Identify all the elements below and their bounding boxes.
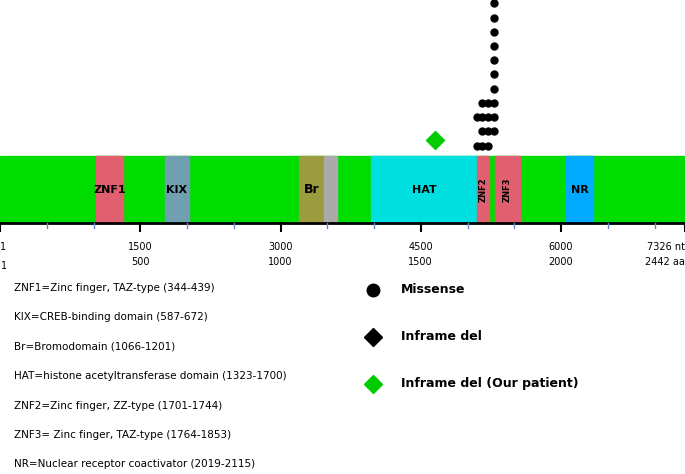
Text: ZNF2=Zinc finger, ZZ-type (1701-1744): ZNF2=Zinc finger, ZZ-type (1701-1744) (14, 401, 222, 410)
Text: HAT=histone acetyltransferase domain (1323-1700): HAT=histone acetyltransferase domain (13… (14, 371, 286, 381)
Text: 1500: 1500 (128, 242, 153, 252)
Text: KIX=CREB-binding domain (587-672): KIX=CREB-binding domain (587-672) (14, 312, 208, 322)
Text: 500: 500 (131, 257, 149, 267)
Bar (164, 156, 188, 223)
Text: 3000: 3000 (269, 242, 292, 252)
Text: 2442 aa: 2442 aa (645, 257, 685, 267)
Text: Br=Bromodomain (1066-1201): Br=Bromodomain (1066-1201) (14, 342, 175, 352)
Text: ZNF1=Zinc finger, TAZ-type (344-439): ZNF1=Zinc finger, TAZ-type (344-439) (14, 283, 214, 293)
Bar (0, 156, 685, 223)
Text: 2000: 2000 (549, 257, 573, 267)
Text: 4500: 4500 (408, 242, 433, 252)
Text: Inframe del: Inframe del (401, 330, 482, 343)
Bar (97, 156, 123, 223)
Text: HAT: HAT (412, 184, 436, 195)
Bar (299, 156, 324, 223)
Text: ZNF1: ZNF1 (94, 184, 126, 195)
Text: KIX: KIX (166, 184, 187, 195)
Text: 1: 1 (0, 242, 6, 252)
Bar (371, 156, 477, 223)
Text: 1000: 1000 (269, 257, 292, 267)
Bar (324, 156, 337, 223)
Text: ZNF3: ZNF3 (503, 177, 512, 202)
Text: 1500: 1500 (408, 257, 433, 267)
Text: Missense: Missense (401, 283, 465, 296)
Text: Inframe del (Our patient): Inframe del (Our patient) (401, 377, 578, 390)
Text: 6000: 6000 (549, 242, 573, 252)
Bar (477, 156, 489, 223)
Text: ZNF3= Zinc finger, TAZ-type (1764-1853): ZNF3= Zinc finger, TAZ-type (1764-1853) (14, 430, 231, 440)
Bar (495, 156, 520, 223)
Bar (566, 156, 593, 223)
Text: 1: 1 (1, 261, 8, 271)
Text: NR=Nuclear receptor coactivator (2019-2115): NR=Nuclear receptor coactivator (2019-21… (14, 459, 255, 469)
Text: NR: NR (571, 184, 588, 195)
Text: Br: Br (303, 183, 319, 196)
Text: ZNF2: ZNF2 (479, 177, 488, 202)
Text: 7326 nt: 7326 nt (647, 242, 685, 252)
